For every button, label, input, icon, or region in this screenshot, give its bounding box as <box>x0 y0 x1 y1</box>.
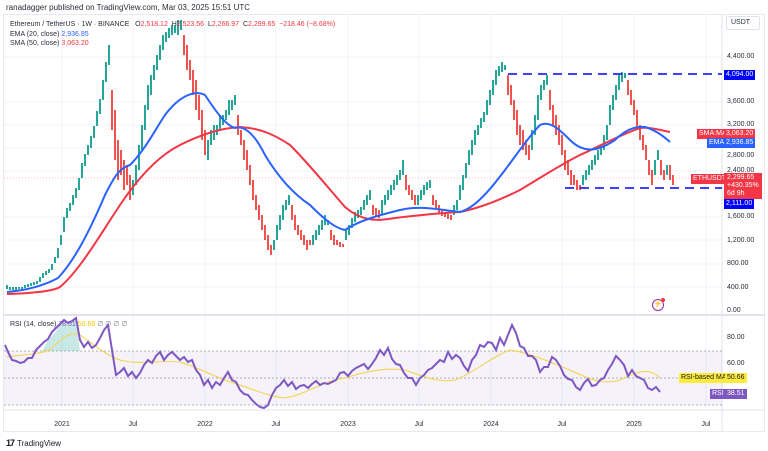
rsi-ma-line <box>6 333 661 399</box>
support-price-tag: 2,111.00 <box>724 199 755 209</box>
last-price-change: +430.35% <box>727 182 759 189</box>
publisher-line: ranadagger published on TradingView.com,… <box>6 3 251 12</box>
last-price-tag: 2,299.65 +430.35% 6d 9h <box>724 173 762 199</box>
time-label: Jul <box>271 421 281 428</box>
rsi-tag-label: RSI <box>710 389 726 399</box>
rsi-legend-extras: ∅ ∅ ∅ ∅ <box>97 321 128 328</box>
bar-countdown: 6d 9h <box>727 190 745 197</box>
rsi-legend-value: 78.51 <box>58 321 76 328</box>
price-tick: 2,400.00 <box>727 167 755 174</box>
low-value: 2,266.97 <box>211 21 240 28</box>
rsi-tick: 80.00 <box>727 334 745 341</box>
lightning-alert-icon[interactable]: ⚡ <box>652 298 665 311</box>
time-label: Jul <box>701 421 711 428</box>
rsi-ma-legend-value: 50.66 <box>77 321 96 328</box>
sma-label: SMA (50, close) <box>10 40 60 47</box>
sma-tag-label: SMA:MA <box>697 129 729 139</box>
candles <box>6 20 674 290</box>
high-label: H <box>171 21 177 28</box>
close-value: 2,299.65 <box>248 21 276 28</box>
time-label: Jul <box>128 421 138 428</box>
rsi-ma-tag-label: RSI-based MA <box>679 373 729 383</box>
price-tick: 3,600.00 <box>727 98 755 105</box>
price-tick: 800.00 <box>727 260 749 267</box>
sma-value: 3,063.20 <box>61 40 89 47</box>
time-label: 2023 <box>340 421 356 428</box>
time-label: 2024 <box>483 421 499 428</box>
sma-line <box>6 125 671 295</box>
price-tick: 1,600.00 <box>727 213 755 220</box>
open-label: O <box>135 21 141 28</box>
time-label: 2022 <box>197 421 213 428</box>
footer-brand[interactable]: 17 TradingView <box>6 438 61 448</box>
sma-legend-row[interactable]: SMA (50, close) 3,063.20 <box>10 39 335 49</box>
last-price-value: 2,299.65 <box>727 174 755 181</box>
rsi-price-tag: 38.51 <box>725 389 747 399</box>
price-tick: 400.00 <box>727 284 749 291</box>
ema-legend-row[interactable]: EMA (20, close) 2,936.85 <box>10 30 335 40</box>
tradingview-logo-icon: 17 <box>6 438 15 448</box>
notification-dot <box>661 298 665 302</box>
price-tick: 0.00 <box>727 307 741 314</box>
price-grid <box>4 15 722 410</box>
high-value: 2,523.56 <box>176 21 205 28</box>
rsi-tick: 60.00 <box>727 360 745 367</box>
ema-price-tag: 2,936.85 <box>724 138 756 148</box>
close-label: C <box>242 21 249 28</box>
chart-legend: Ethereum / TetherUS · 1W · BINANCE O2,51… <box>10 20 335 49</box>
chart-frame[interactable] <box>3 14 765 432</box>
price-tick: 2,800.00 <box>727 152 755 159</box>
sma-price-tag: 3,063.20 <box>724 129 756 139</box>
brand-name: TradingView <box>17 438 62 448</box>
currency-selector[interactable]: USDT <box>726 16 760 30</box>
rsi-legend[interactable]: RSI (14, close) 78.51 50.66 ∅ ∅ ∅ ∅ <box>10 320 127 328</box>
symbol-title[interactable]: Ethereum / TetherUS · 1W · BINANCE <box>10 21 130 28</box>
ema-value: 2,936.85 <box>61 30 89 38</box>
rsi-line <box>4 316 661 410</box>
change-value: −218.46 (−8.68%) <box>279 21 336 28</box>
price-tick: 1,200.00 <box>727 237 755 244</box>
rsi-label: RSI (14, close) <box>10 321 57 328</box>
time-label: 2025 <box>626 421 642 428</box>
open-value: 2,518.12 <box>140 21 168 28</box>
time-label: Jul <box>557 421 567 428</box>
time-label: Jul <box>414 421 424 428</box>
rsi-ma-price-tag: 50.66 <box>725 373 747 383</box>
time-label: 2021 <box>54 421 70 428</box>
ema-line <box>6 92 671 293</box>
symbol-ohlc-row: Ethereum / TetherUS · 1W · BINANCE O2,51… <box>10 20 335 30</box>
symbol-tag-label: ETHUSDT <box>691 174 729 184</box>
price-tick: 3,200.00 <box>727 121 755 128</box>
price-tick: 4,400.00 <box>727 53 755 60</box>
resistance-price-tag: 4,094.00 <box>724 70 756 80</box>
low-label: L <box>207 21 212 28</box>
ema-tag-label: EMA <box>707 138 727 148</box>
ema-label: EMA (20, close) <box>10 30 60 38</box>
rsi-overbought-fill <box>42 320 80 351</box>
